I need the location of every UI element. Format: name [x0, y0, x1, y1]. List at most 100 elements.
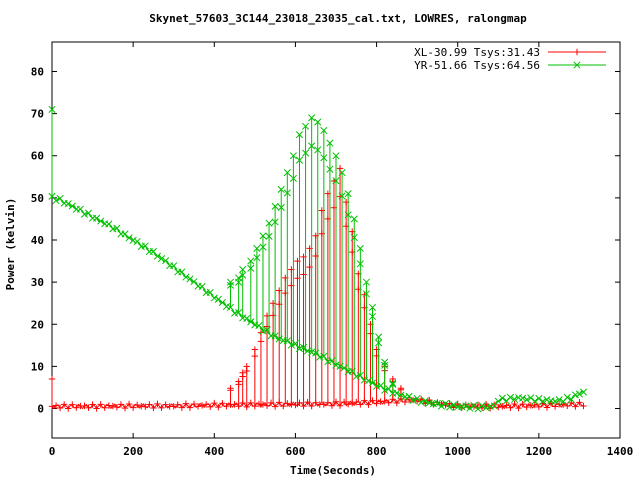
data-point [182, 400, 190, 407]
data-point [437, 402, 446, 410]
data-point [362, 290, 370, 298]
data-point [320, 154, 328, 162]
data-point [259, 401, 267, 408]
data-point [326, 165, 334, 173]
y-axis: 0 10 20 30 40 50 60 70 80 [31, 65, 620, 416]
series-layer [48, 105, 588, 413]
y-axis-label: Power (kelvin) [4, 198, 17, 291]
data-point [146, 401, 153, 408]
data-point [271, 218, 279, 226]
data-point [352, 372, 360, 381]
x-tick-label: 400 [204, 445, 224, 458]
data-point [178, 404, 186, 411]
x-axis-label: Time(Seconds) [290, 464, 376, 477]
data-point [474, 405, 482, 413]
data-point [573, 61, 581, 69]
data-point [251, 352, 259, 360]
data-point [48, 403, 56, 410]
data-point [81, 402, 88, 410]
chart-title: Skynet_57603_3C144_23018_23035_cal.txt, … [149, 12, 527, 25]
data-point [202, 401, 210, 408]
y-tick-label: 60 [31, 150, 44, 163]
data-point [506, 393, 515, 401]
data-point [125, 234, 133, 242]
data-point [105, 220, 113, 228]
data-point [356, 244, 364, 252]
data-point [138, 402, 145, 410]
data-point [361, 397, 368, 404]
x-tick-label: 1200 [526, 445, 553, 458]
data-point [226, 281, 235, 289]
series-line [51, 109, 584, 410]
data-point [149, 247, 157, 255]
data-point [332, 152, 340, 160]
data-point [389, 379, 397, 387]
data-point [198, 282, 206, 291]
data-point [52, 402, 60, 409]
data-point [454, 400, 461, 408]
data-point [543, 396, 551, 404]
legend-label: YR-51.66 Tsys:64.56 [414, 59, 540, 72]
data-point [259, 243, 267, 251]
data-point [265, 219, 273, 227]
data-point [113, 403, 121, 411]
data-point [251, 402, 259, 410]
data-point [482, 404, 490, 412]
data-point [362, 278, 370, 286]
data-point [563, 393, 571, 401]
data-point [235, 403, 242, 410]
data-point [263, 326, 271, 334]
y-tick-label: 80 [31, 65, 44, 78]
data-point [283, 189, 291, 197]
data-point [292, 401, 299, 409]
data-point [231, 401, 238, 408]
data-point [65, 405, 72, 412]
data-point [265, 232, 273, 240]
data-point [324, 399, 332, 406]
data-point [365, 401, 372, 408]
data-point [277, 185, 285, 194]
data-point [174, 401, 181, 408]
data-point [93, 405, 100, 412]
data-point [314, 118, 322, 126]
data-point [332, 398, 340, 405]
data-point [353, 398, 360, 406]
data-point [397, 391, 405, 399]
data-point [300, 402, 307, 410]
data-point [48, 105, 56, 113]
data-point [421, 397, 429, 405]
data-point [239, 399, 246, 407]
data-point [344, 190, 352, 198]
data-point [93, 214, 101, 222]
data-point [364, 377, 373, 385]
data-point [555, 396, 563, 404]
y-tick-label: 50 [31, 192, 44, 205]
data-point [113, 224, 121, 232]
data-point [393, 399, 401, 407]
data-point [531, 397, 539, 405]
series-2 [48, 105, 588, 413]
data-point [389, 380, 397, 388]
data-point [373, 400, 380, 407]
data-point [304, 398, 311, 406]
data-point [368, 303, 377, 311]
data-point [499, 403, 506, 410]
data-point [251, 346, 259, 353]
data-point [56, 404, 64, 412]
data-point [291, 340, 299, 348]
data-point [109, 402, 117, 410]
data-point [271, 202, 279, 210]
data-point [253, 254, 261, 262]
data-point [211, 399, 218, 407]
data-point [397, 386, 405, 393]
data-point [52, 197, 60, 205]
data-point [564, 402, 571, 410]
data-point [328, 402, 336, 409]
data-point [141, 242, 149, 250]
data-point [579, 388, 588, 396]
data-point [523, 396, 531, 404]
data-point [219, 400, 226, 407]
data-point [186, 275, 194, 283]
data-point [243, 403, 250, 411]
data-point [426, 396, 433, 404]
